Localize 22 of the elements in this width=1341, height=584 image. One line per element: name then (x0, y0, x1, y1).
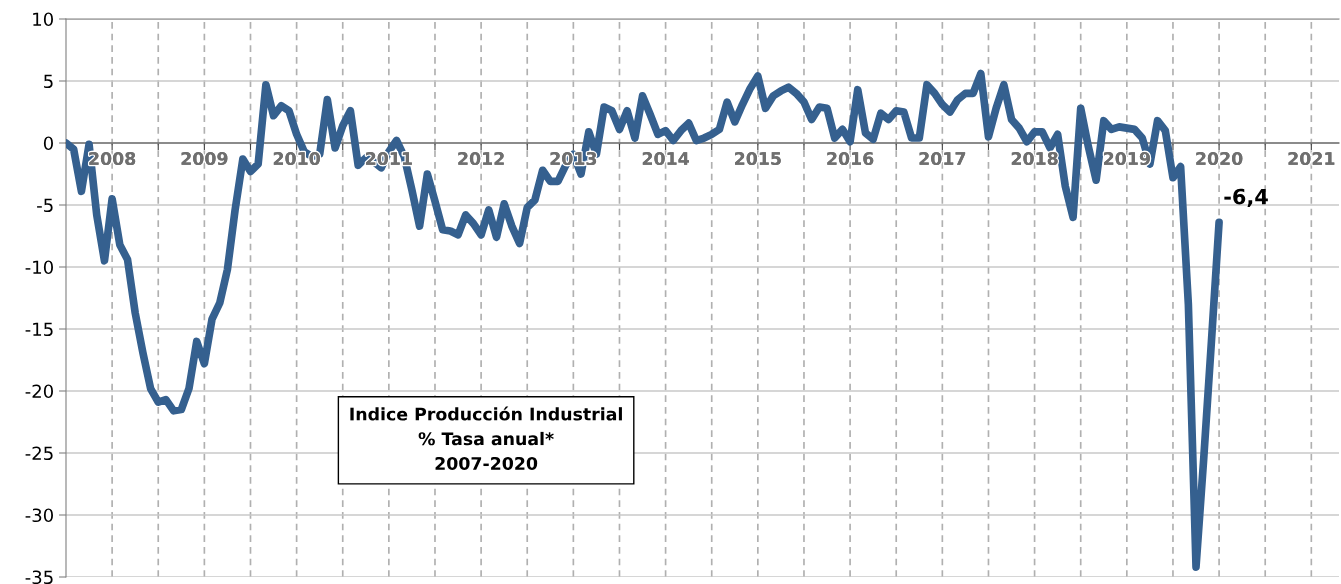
text: Indice Producción Industrial % Tasa anual* 2007-2020 (350, 406, 622, 471)
x-tick-label: 2021 (1288, 151, 1335, 166)
y-tick-label: -15 (25, 322, 53, 337)
x-tick-label: 2014 (642, 151, 689, 166)
x-tick-label: 2020 (1196, 151, 1243, 166)
y-tick-label: 10 (33, 12, 53, 27)
y-tick-label: 5 (44, 74, 53, 89)
x-tick-label: 2017 (919, 151, 966, 166)
y-tick-label: -5 (37, 198, 53, 213)
y-tick-label: 0 (43, 136, 53, 151)
x-tick-label: 2009 (181, 151, 228, 166)
y-tick-label: -35 (25, 570, 53, 584)
x-tick-label: 2012 (458, 151, 504, 166)
x-tick-label: 2018 (1011, 151, 1058, 166)
x-tick-label: 2016 (827, 151, 874, 166)
y-tick-label: -30 (25, 508, 53, 523)
x-tick-label: 2015 (735, 151, 781, 166)
annotation: -6,4 (1224, 188, 1268, 208)
y-tick-label: -20 (25, 384, 53, 399)
y-tick-label: -10 (25, 260, 53, 275)
x-tick-label: 2010 (273, 151, 320, 166)
y-tick-label: -25 (25, 446, 53, 461)
